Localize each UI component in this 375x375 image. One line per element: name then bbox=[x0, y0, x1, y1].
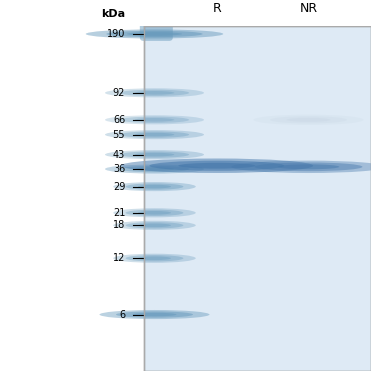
Text: 92: 92 bbox=[113, 88, 125, 98]
Ellipse shape bbox=[116, 311, 193, 318]
Ellipse shape bbox=[278, 164, 339, 169]
Ellipse shape bbox=[231, 160, 375, 173]
Ellipse shape bbox=[254, 115, 363, 125]
Ellipse shape bbox=[105, 165, 204, 174]
Ellipse shape bbox=[86, 29, 223, 39]
Ellipse shape bbox=[120, 117, 189, 123]
Ellipse shape bbox=[178, 163, 255, 169]
Ellipse shape bbox=[120, 132, 189, 138]
Text: 36: 36 bbox=[113, 164, 125, 174]
Ellipse shape bbox=[135, 167, 174, 171]
Ellipse shape bbox=[105, 115, 204, 125]
Ellipse shape bbox=[120, 152, 189, 158]
Ellipse shape bbox=[113, 208, 196, 218]
Ellipse shape bbox=[270, 116, 347, 123]
Ellipse shape bbox=[105, 130, 204, 139]
Text: 12: 12 bbox=[113, 253, 125, 263]
Ellipse shape bbox=[121, 159, 313, 173]
Ellipse shape bbox=[138, 211, 171, 214]
Ellipse shape bbox=[113, 221, 196, 230]
Ellipse shape bbox=[132, 313, 177, 316]
Ellipse shape bbox=[135, 91, 174, 94]
Ellipse shape bbox=[255, 162, 362, 171]
Ellipse shape bbox=[126, 222, 183, 228]
Ellipse shape bbox=[105, 150, 204, 159]
Ellipse shape bbox=[135, 118, 174, 122]
Ellipse shape bbox=[138, 224, 171, 227]
Text: R: R bbox=[213, 3, 221, 15]
Text: 190: 190 bbox=[107, 29, 125, 39]
Ellipse shape bbox=[135, 133, 174, 136]
Text: 18: 18 bbox=[113, 220, 125, 230]
Text: 21: 21 bbox=[113, 208, 125, 218]
Text: 66: 66 bbox=[113, 115, 125, 125]
Ellipse shape bbox=[99, 310, 210, 319]
Ellipse shape bbox=[120, 90, 189, 96]
Text: 6: 6 bbox=[119, 309, 125, 320]
Ellipse shape bbox=[105, 88, 204, 98]
Ellipse shape bbox=[150, 160, 284, 171]
Ellipse shape bbox=[120, 166, 189, 172]
Text: 55: 55 bbox=[112, 130, 125, 140]
Ellipse shape bbox=[138, 256, 171, 260]
Text: NR: NR bbox=[299, 3, 318, 15]
Text: 43: 43 bbox=[113, 150, 125, 160]
Ellipse shape bbox=[126, 183, 183, 190]
Ellipse shape bbox=[106, 31, 202, 37]
FancyBboxPatch shape bbox=[140, 17, 173, 41]
Ellipse shape bbox=[126, 255, 183, 261]
FancyBboxPatch shape bbox=[144, 26, 371, 371]
Ellipse shape bbox=[113, 182, 196, 191]
Text: 29: 29 bbox=[113, 182, 125, 192]
Ellipse shape bbox=[135, 153, 174, 156]
Ellipse shape bbox=[126, 210, 183, 216]
Ellipse shape bbox=[113, 254, 196, 263]
Ellipse shape bbox=[127, 32, 182, 36]
Ellipse shape bbox=[138, 185, 171, 188]
Text: kDa: kDa bbox=[101, 9, 125, 19]
Ellipse shape bbox=[286, 118, 330, 122]
